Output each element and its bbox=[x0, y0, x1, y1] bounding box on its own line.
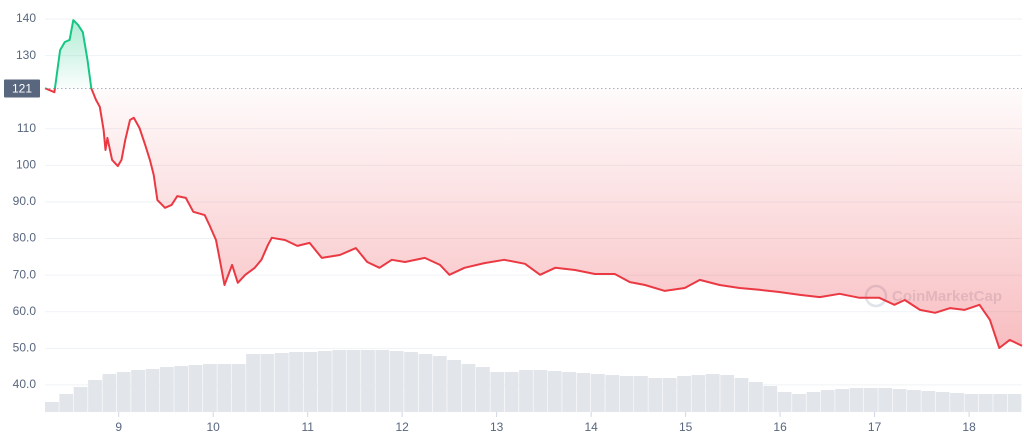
volume-bar bbox=[590, 374, 605, 412]
x-tick-label: 15 bbox=[679, 420, 693, 434]
volume-bar bbox=[375, 350, 390, 412]
volume-bar bbox=[634, 376, 648, 412]
x-tick-label: 11 bbox=[301, 420, 314, 434]
volume-bar bbox=[863, 388, 878, 412]
volume-bar bbox=[763, 386, 778, 412]
volume-bar bbox=[88, 380, 102, 412]
reference-label: 121 bbox=[12, 82, 32, 96]
volume-bar bbox=[145, 369, 160, 412]
volume-bar bbox=[964, 394, 979, 412]
volume-bar bbox=[806, 392, 821, 412]
volume-bar bbox=[260, 354, 275, 412]
y-tick-label: 110 bbox=[17, 121, 36, 135]
volume-bar bbox=[116, 372, 131, 412]
volume-bar bbox=[461, 364, 476, 412]
x-tick-label: 14 bbox=[584, 420, 598, 434]
x-tick-label: 12 bbox=[395, 420, 409, 434]
volume-bar bbox=[361, 350, 375, 412]
volume-bar bbox=[993, 394, 1008, 412]
volume-bar bbox=[174, 366, 189, 412]
volume-bar bbox=[892, 389, 907, 412]
volume-bar bbox=[935, 392, 950, 412]
volume-bar bbox=[73, 387, 88, 412]
volume-bar bbox=[792, 394, 806, 412]
volume-bar bbox=[389, 351, 404, 412]
volume-bar bbox=[576, 373, 591, 412]
x-tick-label: 10 bbox=[207, 420, 221, 434]
volume-bar bbox=[691, 375, 706, 412]
x-tick-label: 9 bbox=[115, 420, 122, 434]
volume-bar bbox=[519, 370, 533, 412]
volume-bar bbox=[289, 352, 304, 412]
volume-bar bbox=[59, 394, 74, 412]
volume-bar bbox=[720, 375, 735, 412]
y-tick-label: 100 bbox=[16, 158, 36, 172]
volume-bar bbox=[835, 389, 849, 412]
volume-bar bbox=[447, 360, 462, 412]
volume-bar bbox=[777, 392, 792, 412]
volume-bar bbox=[303, 352, 318, 412]
volume-bar bbox=[504, 372, 519, 412]
volume-bar bbox=[562, 372, 577, 412]
volume-bar bbox=[1007, 394, 1022, 412]
volume-bar bbox=[734, 378, 749, 412]
volume-bar bbox=[188, 365, 203, 412]
x-tick-label: 17 bbox=[868, 420, 882, 434]
volume-bar bbox=[907, 390, 921, 412]
volume-bar bbox=[317, 351, 332, 412]
volume-bar bbox=[418, 354, 433, 412]
area bbox=[45, 20, 1022, 348]
volume-bar bbox=[346, 350, 361, 412]
volume-bar bbox=[921, 391, 936, 412]
y-tick-label: 40.0 bbox=[13, 377, 37, 391]
y-tick-label: 140 bbox=[16, 11, 36, 25]
y-tick-label: 90.0 bbox=[13, 194, 37, 208]
y-tick-label: 60.0 bbox=[13, 304, 37, 318]
volume-bar bbox=[849, 388, 864, 412]
x-tick-label: 13 bbox=[490, 420, 504, 434]
volume-bar bbox=[705, 374, 720, 412]
volume-bar bbox=[476, 367, 490, 412]
x-tick-label: 18 bbox=[962, 420, 976, 434]
volume-bar bbox=[878, 388, 893, 412]
volume-bar bbox=[432, 356, 447, 412]
y-tick-label: 50.0 bbox=[13, 341, 37, 355]
volume-bar bbox=[820, 390, 835, 412]
volume-bar bbox=[749, 382, 763, 412]
volume-bar bbox=[159, 367, 174, 412]
reference-label-box bbox=[4, 79, 40, 98]
y-tick-label: 130 bbox=[16, 48, 36, 62]
volume-bar bbox=[217, 364, 232, 412]
price-line bbox=[44, 19, 1023, 349]
volume-bar bbox=[619, 376, 634, 412]
volume-bar bbox=[102, 374, 117, 412]
volume-bar bbox=[274, 353, 289, 412]
y-tick-label: 70.0 bbox=[13, 267, 37, 281]
volume-bar bbox=[648, 378, 663, 412]
volume-bar bbox=[404, 352, 418, 412]
x-tick-label: 16 bbox=[773, 420, 787, 434]
volume-bar bbox=[950, 393, 964, 412]
volume-bar bbox=[677, 376, 691, 412]
volume-bar bbox=[533, 370, 548, 412]
volume-bar bbox=[332, 350, 347, 412]
volume-bar bbox=[231, 364, 246, 412]
volume-bar bbox=[246, 354, 260, 412]
volume-bar bbox=[45, 402, 59, 412]
volume-bar bbox=[203, 364, 217, 412]
volume-bar bbox=[131, 370, 145, 412]
volume-bar bbox=[547, 371, 562, 412]
y-tick-label: 80.0 bbox=[13, 231, 37, 245]
volume-bar bbox=[978, 394, 993, 412]
volume-bar bbox=[490, 372, 505, 412]
volume-bar bbox=[662, 378, 677, 412]
volume-bar bbox=[605, 375, 620, 412]
